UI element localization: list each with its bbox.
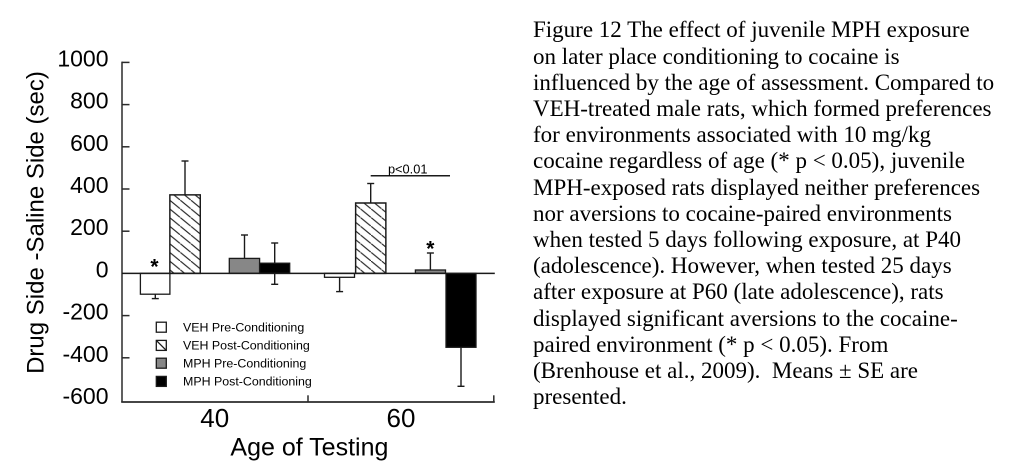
svg-text:-200: -200 (62, 299, 108, 325)
svg-text:MPH Post-Conditioning: MPH Post-Conditioning (183, 375, 312, 389)
svg-text:MPH Pre-Conditioning: MPH Pre-Conditioning (183, 357, 306, 371)
svg-text:*: * (426, 237, 435, 260)
svg-text:200: 200 (70, 214, 108, 240)
svg-text:p<0.01: p<0.01 (388, 162, 428, 177)
svg-text:60: 60 (387, 403, 416, 433)
svg-text:VEH Pre-Conditioning: VEH Pre-Conditioning (183, 321, 304, 335)
svg-text:VEH Post-Conditioning: VEH Post-Conditioning (183, 339, 310, 353)
svg-text:1000: 1000 (57, 45, 108, 71)
svg-text:800: 800 (70, 88, 108, 114)
svg-text:600: 600 (70, 130, 108, 156)
svg-text:*: * (150, 255, 159, 278)
svg-text:Drug Side -Saline Side (sec): Drug Side -Saline Side (sec) (23, 71, 50, 374)
svg-text:Age of Testing: Age of Testing (230, 434, 388, 462)
svg-text:-400: -400 (62, 341, 108, 367)
svg-text:400: 400 (70, 172, 108, 198)
svg-text:0: 0 (96, 256, 109, 282)
svg-text:-600: -600 (62, 383, 108, 409)
svg-text:40: 40 (200, 403, 229, 433)
